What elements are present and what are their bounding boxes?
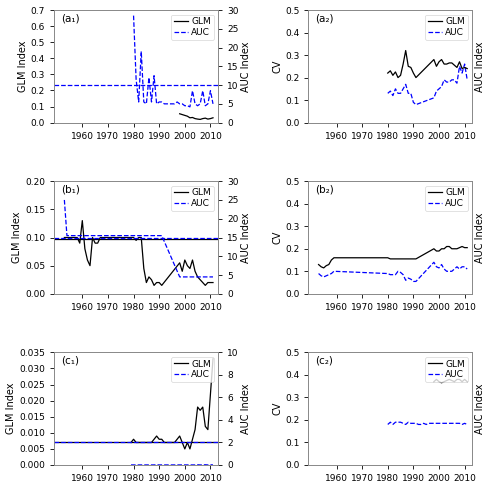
Y-axis label: AUC Index: AUC Index	[475, 212, 485, 263]
Text: (c₁): (c₁)	[61, 356, 79, 366]
Y-axis label: AUC Index: AUC Index	[475, 384, 485, 434]
Y-axis label: AUC Index: AUC Index	[242, 384, 251, 434]
Y-axis label: AUC Index: AUC Index	[242, 212, 251, 263]
Legend: GLM, AUC: GLM, AUC	[171, 14, 214, 40]
Y-axis label: GLM Index: GLM Index	[6, 383, 16, 434]
Text: (b₂): (b₂)	[315, 184, 334, 194]
Text: (c₂): (c₂)	[315, 356, 333, 366]
Y-axis label: AUC Index: AUC Index	[242, 41, 251, 92]
Y-axis label: CV: CV	[272, 231, 282, 244]
Text: (b₁): (b₁)	[61, 184, 80, 194]
Legend: GLM, AUC: GLM, AUC	[426, 186, 468, 211]
Y-axis label: AUC Index: AUC Index	[475, 41, 485, 92]
Legend: GLM, AUC: GLM, AUC	[426, 357, 468, 382]
Legend: GLM, AUC: GLM, AUC	[171, 186, 214, 211]
Text: (a₂): (a₂)	[315, 14, 334, 24]
Text: (a₁): (a₁)	[61, 14, 79, 24]
Y-axis label: GLM Index: GLM Index	[18, 40, 28, 92]
Y-axis label: CV: CV	[272, 60, 282, 73]
Y-axis label: CV: CV	[272, 402, 282, 415]
Y-axis label: GLM Index: GLM Index	[12, 212, 22, 263]
Legend: GLM, AUC: GLM, AUC	[171, 357, 214, 382]
Legend: GLM, AUC: GLM, AUC	[426, 14, 468, 40]
